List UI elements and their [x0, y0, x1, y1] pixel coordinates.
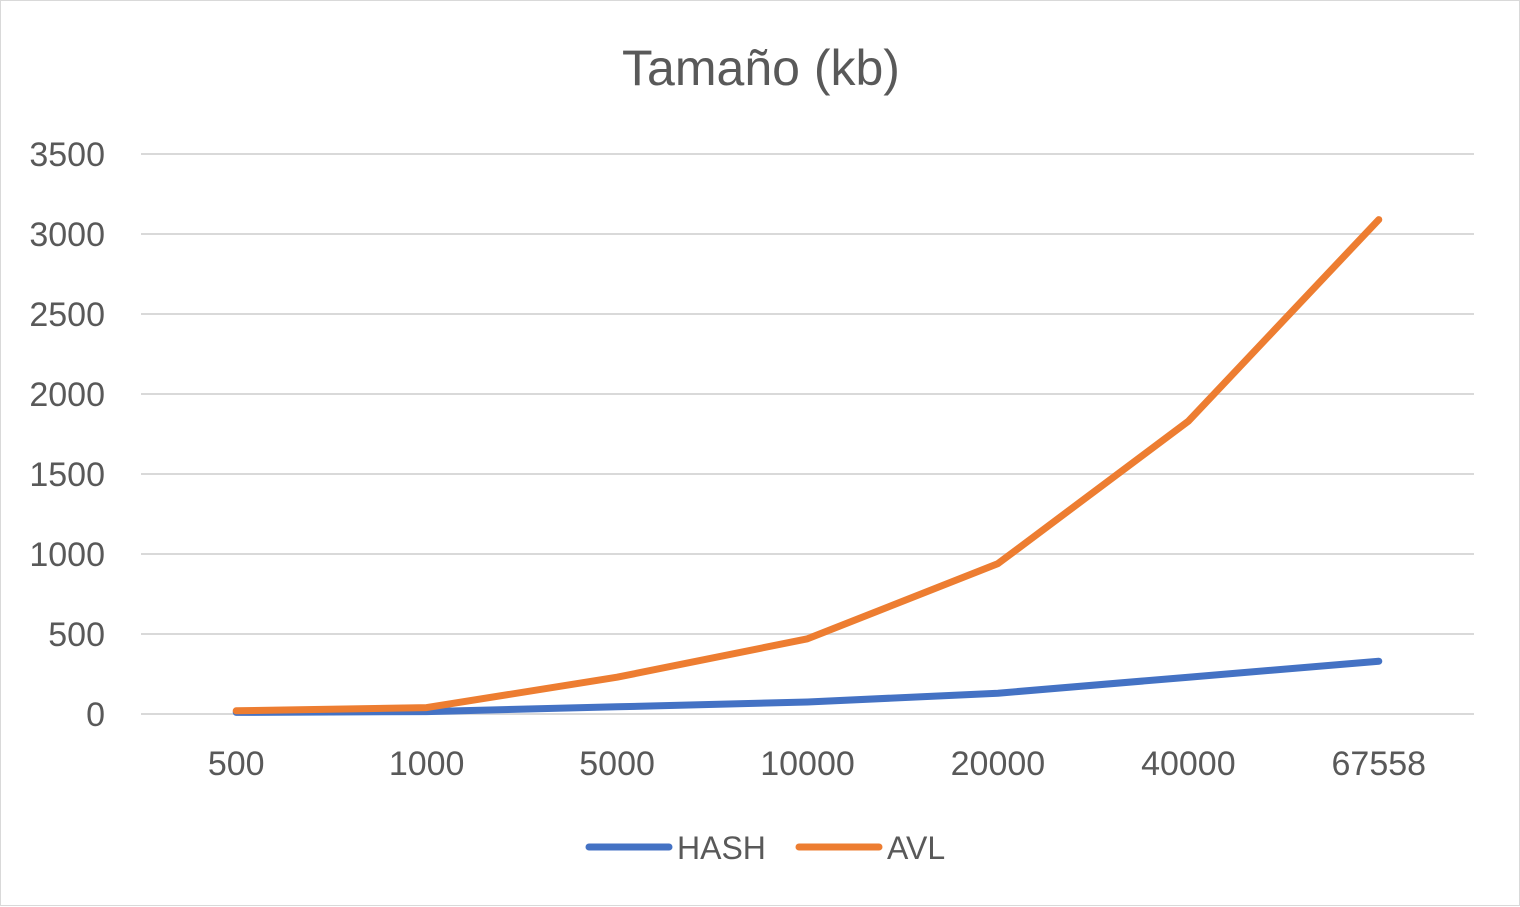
x-tick-label: 67558	[1332, 745, 1427, 783]
x-tick-label: 5000	[579, 745, 655, 783]
y-tick-label: 3500	[29, 136, 105, 174]
y-tick-label: 1000	[29, 536, 105, 574]
y-tick-label: 0	[86, 696, 105, 734]
gridlines	[141, 154, 1474, 714]
y-tick-label: 1500	[29, 456, 105, 494]
y-tick-label: 2500	[29, 296, 105, 334]
x-tick-label: 20000	[951, 745, 1046, 783]
y-tick-label: 500	[48, 616, 105, 654]
legend: HASH AVL	[589, 830, 945, 866]
series-line-avl	[236, 220, 1379, 711]
legend-label-hash: HASH	[677, 830, 766, 866]
x-tick-label: 500	[208, 745, 265, 783]
y-axis-tick-labels: 0 500 1000 1500 2000 2500 3000 3500	[29, 136, 105, 734]
y-tick-label: 2000	[29, 376, 105, 414]
x-tick-label: 10000	[760, 745, 855, 783]
legend-label-avl: AVL	[887, 830, 945, 866]
x-axis-tick-labels: 500 1000 5000 10000 20000 40000 67558	[208, 745, 1426, 783]
x-tick-label: 1000	[389, 745, 465, 783]
series-lines	[236, 220, 1379, 713]
y-tick-label: 3000	[29, 216, 105, 254]
chart-title: Tamaño (kb)	[622, 40, 900, 96]
x-tick-label: 40000	[1141, 745, 1236, 783]
